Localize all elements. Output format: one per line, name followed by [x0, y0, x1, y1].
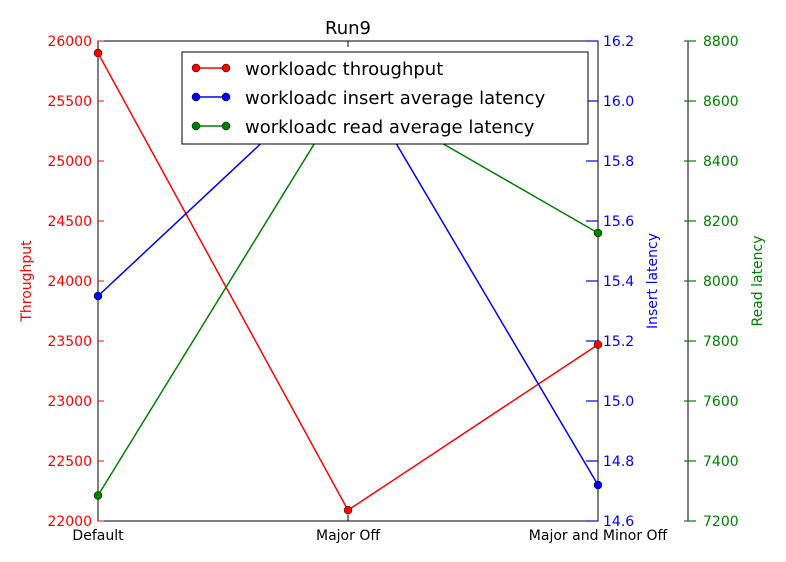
- left-tick-label: 23500: [47, 334, 92, 350]
- left-tick-label: 26000: [47, 34, 92, 50]
- legend-label: workloadc insert average latency: [245, 88, 546, 109]
- series-point-2: [93, 491, 103, 500]
- right2-tick-label: 8000: [703, 274, 739, 290]
- left-tick-label: 22500: [47, 454, 92, 470]
- legend-marker: [221, 63, 231, 73]
- right1-tick-label: 15.4: [603, 274, 634, 290]
- x-axis: Default Major Off Major and Minor Off: [72, 41, 668, 544]
- series-point-0: [93, 48, 103, 58]
- left-tick-label: 22000: [47, 514, 92, 530]
- series-point-0: [343, 505, 353, 515]
- right1-tick-label: 16.0: [603, 94, 634, 110]
- chart-title: Run9: [325, 18, 371, 39]
- series-point-2: [593, 228, 603, 238]
- right2-tick-label: 8400: [703, 154, 739, 170]
- series-point-1: [593, 480, 603, 490]
- read-latency-axis: 7200 7400 7600 7800 8000 8200 8400 8600 8800 Read…: [684, 34, 766, 530]
- legend-marker: [221, 121, 231, 131]
- right2-tick-label: 7800: [703, 334, 739, 350]
- right1-axis-label: Insert latency: [645, 233, 661, 329]
- left-tick-label: 25500: [47, 94, 92, 110]
- left-tick-label: 23000: [47, 394, 92, 410]
- right1-tick-label: 14.8: [603, 454, 634, 470]
- left-axis-label: Throughput: [19, 240, 35, 323]
- right1-tick-label: 15.0: [603, 394, 634, 410]
- legend-marker: [191, 121, 201, 131]
- right2-tick-label: 8600: [703, 94, 739, 110]
- series-point-1: [93, 291, 103, 301]
- left-tick-label: 24500: [47, 214, 92, 230]
- right2-tick-label: 8200: [703, 214, 739, 230]
- x-tick-label: Default: [72, 528, 124, 544]
- legend-marker: [191, 63, 201, 73]
- legend-box: [181, 51, 589, 145]
- throughput-axis: 22000 22500 23000 23500 24000 24500 25000 25500…: [19, 34, 104, 530]
- right1-tick-label: 15.6: [603, 214, 634, 230]
- right2-tick-label: 7400: [703, 454, 739, 470]
- insert-latency-axis: 14.6 14.8 15.0 15.2 15.4 15.6 15.8 16.0 16.2 Inse…: [586, 34, 661, 530]
- left-tick-label: 25000: [47, 154, 92, 170]
- legend-marker: [221, 92, 231, 102]
- right2-tick-label: 8800: [703, 34, 739, 50]
- right2-axis-label: Read latency: [750, 235, 766, 326]
- right1-tick-label: 15.2: [603, 334, 634, 350]
- right2-tick-label: 7200: [703, 514, 739, 530]
- legend-marker: [191, 92, 201, 102]
- legend: workloadc throughput workloadc insert ave…: [181, 51, 589, 145]
- x-tick-label: Major Off: [316, 528, 380, 544]
- right1-tick-label: 15.8: [603, 154, 634, 170]
- right1-tick-label: 14.6: [603, 514, 634, 530]
- right1-tick-label: 16.2: [603, 34, 634, 50]
- right2-tick-label: 7600: [703, 394, 739, 410]
- legend-label: workloadc read average latency: [245, 117, 535, 138]
- legend-label: workloadc throughput: [245, 59, 443, 80]
- series-point-0: [593, 340, 603, 349]
- left-tick-label: 24000: [47, 274, 92, 290]
- x-tick-label: Major and Minor Off: [529, 528, 668, 544]
